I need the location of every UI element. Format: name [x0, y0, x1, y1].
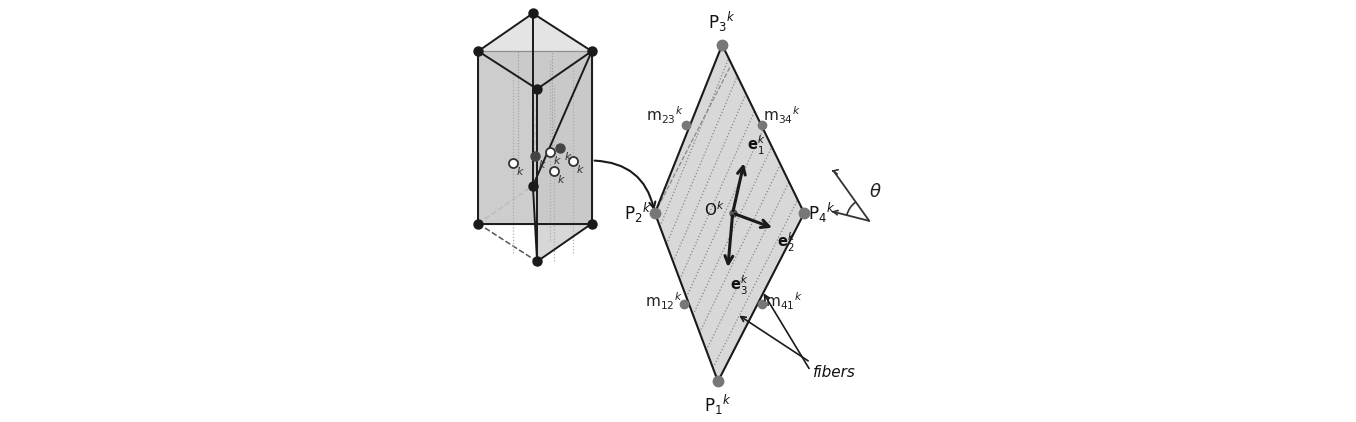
FancyArrowPatch shape [740, 316, 808, 361]
Text: $\mathbf{e}_3^k$: $\mathbf{e}_3^k$ [730, 274, 749, 297]
FancyArrowPatch shape [765, 295, 810, 368]
Polygon shape [479, 14, 591, 89]
Text: $k$: $k$ [538, 158, 548, 170]
Text: $\mathrm{m_{34}}^k$: $\mathrm{m_{34}}^k$ [763, 105, 801, 126]
FancyArrowPatch shape [735, 214, 769, 227]
Polygon shape [537, 51, 591, 262]
Text: $\mathrm{P_3}^k$: $\mathrm{P_3}^k$ [708, 10, 736, 34]
Text: $\mathrm{m_{23}}^k$: $\mathrm{m_{23}}^k$ [645, 105, 683, 126]
FancyArrowPatch shape [734, 167, 746, 211]
Text: $\mathrm{P_4}^k$: $\mathrm{P_4}^k$ [808, 201, 835, 225]
Text: $\mathrm{P_2}^k$: $\mathrm{P_2}^k$ [624, 201, 651, 225]
Text: $k$: $k$ [564, 150, 572, 162]
Text: $k$: $k$ [576, 162, 584, 175]
Text: $k$: $k$ [557, 173, 565, 185]
Text: fibers: fibers [812, 365, 856, 381]
FancyArrowPatch shape [833, 211, 838, 215]
Text: $\mathrm{O}^k$: $\mathrm{O}^k$ [705, 200, 725, 219]
Text: $k$: $k$ [553, 154, 561, 166]
Text: $k$: $k$ [517, 165, 525, 177]
Text: $\mathrm{m_{41}}^k$: $\mathrm{m_{41}}^k$ [765, 291, 803, 312]
Text: $\mathbf{e}_2^k$: $\mathbf{e}_2^k$ [777, 231, 796, 254]
FancyArrowPatch shape [833, 170, 838, 174]
FancyArrowPatch shape [725, 216, 732, 264]
Polygon shape [655, 45, 804, 381]
Polygon shape [479, 51, 591, 224]
Text: $\mathbf{e}_1^k$: $\mathbf{e}_1^k$ [747, 134, 765, 157]
Text: $\theta$: $\theta$ [868, 183, 881, 201]
Text: $\mathrm{m_{12}}^k$: $\mathrm{m_{12}}^k$ [645, 291, 683, 312]
Text: $\mathrm{P_1}^k$: $\mathrm{P_1}^k$ [704, 392, 732, 417]
FancyArrowPatch shape [594, 161, 655, 208]
